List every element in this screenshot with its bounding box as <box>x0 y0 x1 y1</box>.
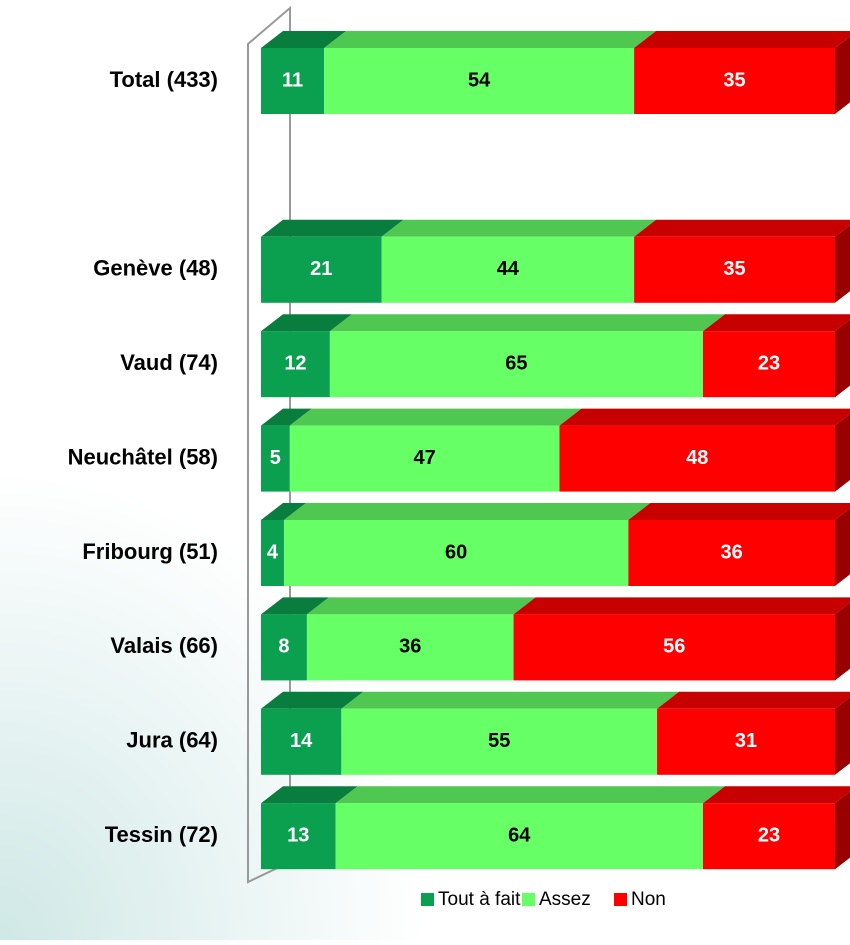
bar <box>341 708 658 775</box>
data-label: 44 <box>497 258 520 280</box>
bar <box>329 331 703 398</box>
legend: Tout à fait Assez Non <box>421 889 666 910</box>
bar-top <box>702 786 850 804</box>
data-label: 36 <box>399 636 421 658</box>
bar-top <box>261 219 404 237</box>
data-label: 54 <box>468 69 491 91</box>
bar <box>261 803 336 870</box>
bar <box>702 331 835 398</box>
bar-top <box>559 408 850 426</box>
category-label: Vaud (74) <box>120 350 218 375</box>
bar <box>261 520 284 586</box>
bar-top <box>513 597 850 615</box>
bar-top <box>329 314 725 332</box>
data-label: 12 <box>284 352 306 374</box>
bar-top <box>634 219 850 237</box>
data-label: 64 <box>508 824 531 846</box>
bar-side <box>835 508 850 586</box>
bar <box>628 520 835 586</box>
bar-top <box>324 31 657 48</box>
bar-top <box>289 408 582 426</box>
bar-top <box>335 786 725 804</box>
category-label: Valais (66) <box>110 633 218 658</box>
bar <box>283 520 629 586</box>
data-label: 13 <box>287 824 309 846</box>
category-label: Genève (48) <box>93 256 218 281</box>
data-label: 23 <box>758 824 780 846</box>
bar <box>261 614 307 681</box>
bar-side <box>835 697 850 775</box>
bar <box>261 425 290 492</box>
bar-top <box>261 597 329 615</box>
bar-top <box>306 597 536 615</box>
data-label: 35 <box>723 69 745 91</box>
data-label: 60 <box>445 541 467 563</box>
legend-label: Assez <box>539 889 591 910</box>
bar-top <box>628 503 850 520</box>
bar-side <box>835 414 850 492</box>
bar <box>335 803 703 870</box>
bar-side <box>835 36 850 114</box>
bar <box>261 236 382 303</box>
bar-side <box>835 319 850 398</box>
bar <box>261 708 342 775</box>
bar-top <box>634 31 850 48</box>
bar-side <box>835 602 850 681</box>
data-label: 21 <box>310 258 332 280</box>
bar-top <box>341 691 680 709</box>
data-label: 8 <box>278 636 289 658</box>
data-label: 14 <box>290 730 313 752</box>
bar <box>261 48 325 114</box>
bar <box>381 236 635 303</box>
bar <box>324 48 635 114</box>
category-label: Jura (64) <box>126 728 218 753</box>
bar-top <box>702 314 850 332</box>
data-label: 36 <box>721 541 743 563</box>
data-label: 48 <box>686 447 708 469</box>
data-label: 4 <box>267 541 279 563</box>
data-label: 47 <box>413 447 435 469</box>
data-label: 35 <box>723 258 745 280</box>
bar-top <box>657 691 850 709</box>
bar-side <box>835 791 850 870</box>
bar <box>634 236 835 303</box>
category-label: Neuchâtel (58) <box>68 444 218 469</box>
bar <box>559 425 835 492</box>
data-label: 5 <box>270 447 281 469</box>
bar <box>306 614 514 681</box>
legend-swatch <box>614 893 627 906</box>
bar-top <box>261 314 352 332</box>
bar-top <box>261 31 347 48</box>
bar <box>513 614 835 681</box>
bar-top <box>261 503 306 520</box>
bar-top <box>381 219 657 237</box>
bar <box>261 331 330 398</box>
bar-top <box>261 408 312 426</box>
data-label: 56 <box>663 636 685 658</box>
legend-swatch <box>421 893 434 906</box>
category-label: Tessin (72) <box>105 822 218 847</box>
data-label: 23 <box>758 352 780 374</box>
data-label: 31 <box>735 730 757 752</box>
bar <box>634 48 835 114</box>
bar <box>657 708 835 775</box>
bar-side <box>835 225 850 303</box>
category-label: Total (433) <box>110 67 218 92</box>
legend-swatch <box>522 893 535 906</box>
bar-top <box>283 503 651 520</box>
category-label: Fribourg (51) <box>82 539 218 564</box>
legend-label: Non <box>631 889 666 910</box>
legend-label: Tout à fait <box>438 889 521 910</box>
data-label: 55 <box>488 730 510 752</box>
bar-top <box>261 691 364 709</box>
bar <box>289 425 560 492</box>
data-label: 11 <box>282 69 303 91</box>
bar-top <box>261 786 358 804</box>
bar <box>702 803 835 870</box>
data-label: 65 <box>505 352 527 374</box>
